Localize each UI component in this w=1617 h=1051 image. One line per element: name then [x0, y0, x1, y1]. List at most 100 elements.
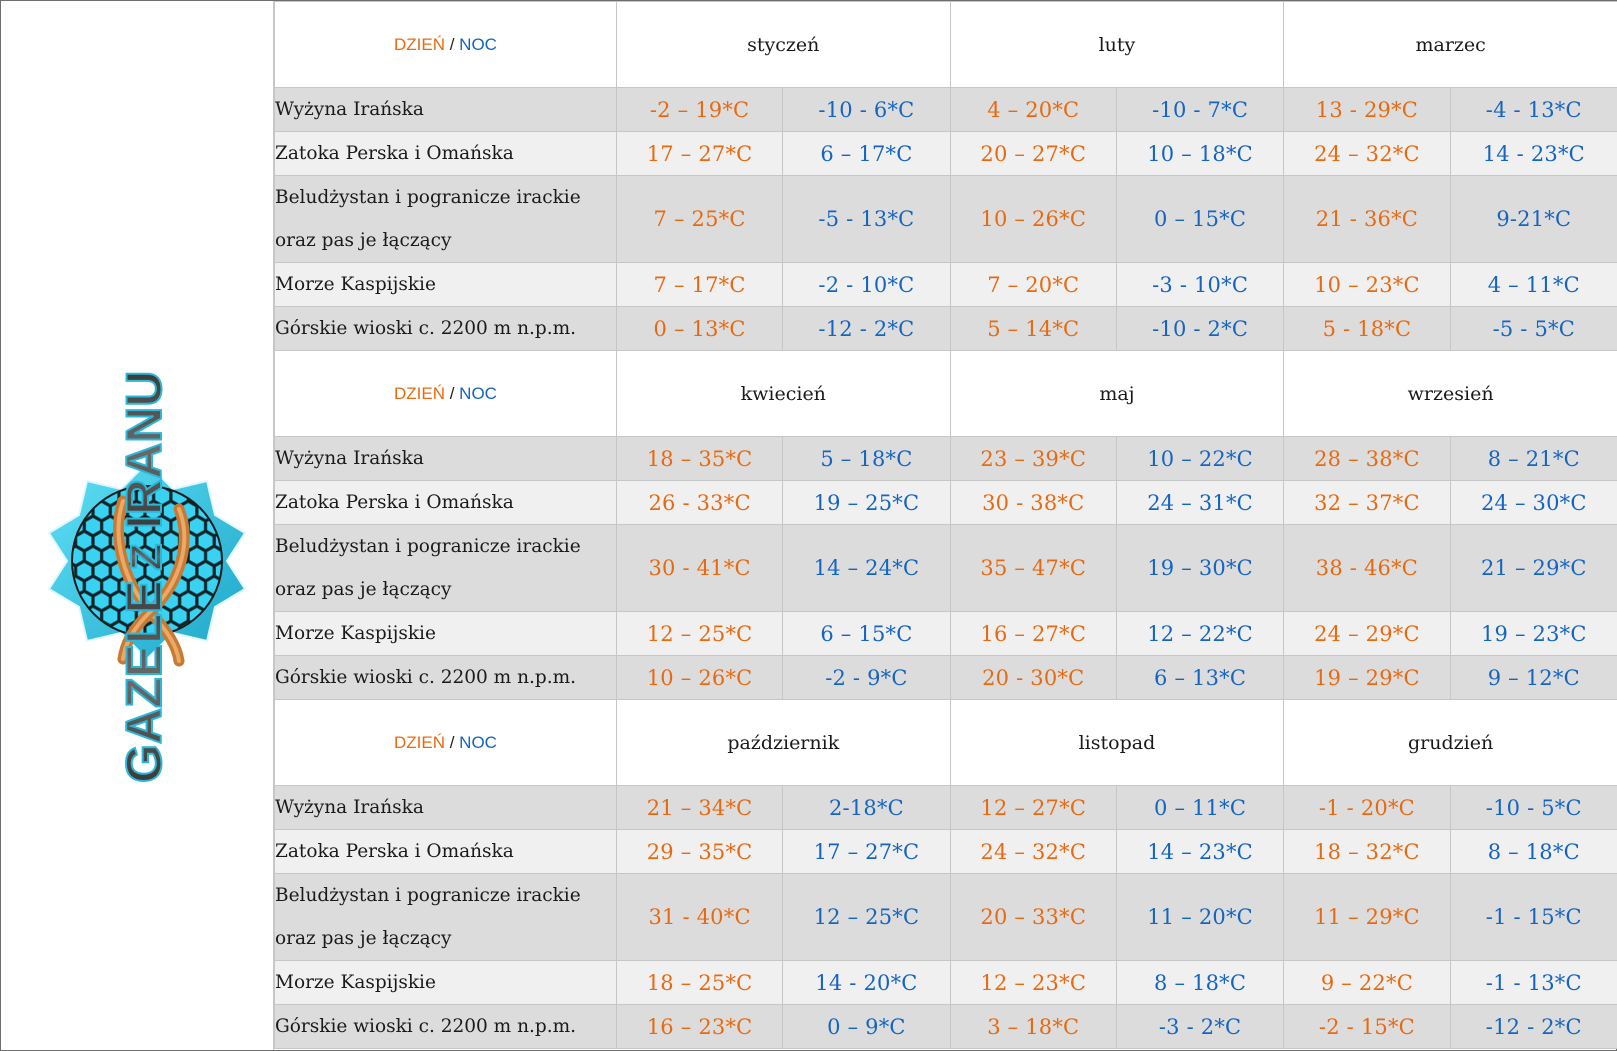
- table-row: Wyżyna Irańska -2 – 19*C -10 - 6*C 4 – 20*C…: [274, 87, 1617, 132]
- honeycomb-cell: [137, 487, 153, 505]
- honeycomb-cell: [145, 502, 162, 520]
- day-temperature: 5 – 14*C: [949, 306, 1117, 351]
- region-name: Beludżystan i pogranicze irackie oraz pa…: [274, 175, 617, 263]
- day-temperature: 23 – 39*C: [949, 436, 1117, 481]
- day-temperature: 16 – 27*C: [949, 611, 1117, 656]
- day-temperature: 20 – 33*C: [949, 873, 1117, 961]
- day-temperature: 10 – 23*C: [1283, 262, 1451, 307]
- day-temperature: 12 – 25*C: [615, 611, 784, 656]
- day-temperature: 24 – 32*C: [949, 829, 1117, 874]
- month-header: marzec: [1283, 1, 1617, 88]
- night-temperature: -10 - 2*C: [1115, 306, 1285, 351]
- honeycomb-cell: [51, 608, 66, 625]
- region-name: Wyżyna Irańska: [274, 87, 617, 132]
- day-temperature: -2 – 19*C: [615, 87, 784, 132]
- night-temperature: 10 – 22*C: [1115, 436, 1285, 481]
- legend-day: DZIEŃ: [393, 34, 445, 54]
- honeycomb-cell: [242, 608, 257, 625]
- night-temperature: 19 – 25*C: [782, 480, 951, 525]
- day-temperature: 24 – 32*C: [1283, 131, 1451, 176]
- honeycomb-cell: [206, 547, 221, 565]
- day-temperature: 19 – 29*C: [1283, 655, 1451, 700]
- table-row: Beludżystan i pogranicze irackie oraz pa…: [274, 175, 1617, 263]
- day-temperature: -2 - 15*C: [1283, 1004, 1451, 1049]
- honeycomb-cell: [73, 502, 75, 520]
- day-night-legend: DZIEŃ / NOC: [274, 1, 617, 88]
- day-temperature: 31 - 40*C: [615, 873, 784, 961]
- region-name: Beludżystan i pogranicze irackie oraz pa…: [274, 873, 617, 961]
- honeycomb-cell: [172, 458, 187, 475]
- legend-day: DZIEŃ: [393, 383, 445, 403]
- night-temperature: 10 – 18*C: [1115, 131, 1285, 176]
- night-temperature: 14 – 23*C: [1115, 829, 1285, 874]
- honeycomb-cell: [119, 607, 136, 625]
- honeycomb-cell: [215, 487, 221, 490]
- day-temperature: 21 - 36*C: [1283, 175, 1451, 263]
- night-temperature: 2-18*C: [782, 785, 951, 830]
- logo: GAZELE Z IRANU: [42, 370, 257, 784]
- climate-table: DZIEŃ / NOC styczeń luty marzec Wyżyna Irańs…: [274, 1, 1617, 1049]
- day-temperature: 7 – 17*C: [615, 262, 784, 307]
- day-temperature: 29 – 35*C: [615, 829, 784, 874]
- month-header-row: DZIEŃ / NOC październik listopad grudzień: [274, 699, 1617, 786]
- night-temperature: 19 – 23*C: [1449, 611, 1617, 656]
- honeycomb-cell: [242, 548, 257, 565]
- table-row: Wyżyna Irańska 18 – 35*C 5 – 18*C 23 – 39*C…: [274, 436, 1617, 481]
- region-name: Morze Kaspijskie: [274, 611, 617, 656]
- night-temperature: -4 - 13*C: [1449, 87, 1617, 132]
- honeycomb-cell: [73, 487, 84, 505]
- table-row: Morze Kaspijskie 18 – 25*C 14 - 20*C 12 – 2…: [274, 960, 1617, 1005]
- night-temperature: 6 – 17*C: [782, 131, 951, 176]
- month-header: maj: [949, 350, 1285, 437]
- day-temperature: 30 - 38*C: [949, 480, 1117, 525]
- night-temperature: 24 – 30*C: [1449, 480, 1617, 525]
- honeycomb-cell: [224, 488, 239, 505]
- region-name: Morze Kaspijskie: [274, 960, 617, 1005]
- day-temperature: 13 - 29*C: [1283, 87, 1451, 132]
- night-temperature: 6 – 13*C: [1115, 655, 1285, 700]
- table-row: Beludżystan i pogranicze irackie oraz pa…: [274, 873, 1617, 961]
- night-temperature: 8 – 18*C: [1449, 829, 1617, 874]
- honeycomb-cell: [102, 607, 118, 625]
- logo-word-gazele: GAZELE: [116, 580, 172, 783]
- region-name: Wyżyna Irańska: [274, 785, 617, 830]
- honeycomb-cell: [42, 473, 57, 490]
- region-name: Zatoka Perska i Omańska: [274, 480, 617, 525]
- honeycomb-cell: [51, 458, 66, 475]
- honeycomb-cell: [111, 592, 127, 610]
- honeycomb-cell: [137, 547, 153, 565]
- night-temperature: 8 – 21*C: [1449, 436, 1617, 481]
- night-temperature: 24 – 31*C: [1115, 480, 1285, 525]
- honeycomb-cell: [42, 503, 57, 520]
- logo-wordmark: GAZELE Z IRANU: [115, 370, 173, 784]
- honeycomb-cell: [154, 547, 170, 565]
- honeycomb-cell: [73, 622, 75, 635]
- night-temperature: -1 - 13*C: [1449, 960, 1617, 1005]
- night-temperature: -2 - 10*C: [782, 262, 951, 307]
- day-temperature: 28 – 38*C: [1283, 436, 1451, 481]
- honeycomb-cell: [171, 607, 188, 625]
- month-header: grudzień: [1283, 699, 1617, 786]
- month-header: luty: [949, 1, 1285, 88]
- day-temperature: 16 – 23*C: [615, 1004, 784, 1049]
- month-header-row: DZIEŃ / NOC styczeń luty marzec: [274, 1, 1617, 88]
- day-temperature: 0 – 13*C: [615, 306, 784, 351]
- honeycomb-cell: [224, 638, 239, 655]
- honeycomb-cell: [42, 563, 57, 580]
- night-temperature: 4 – 11*C: [1449, 262, 1617, 307]
- night-temperature: 0 – 15*C: [1115, 175, 1285, 263]
- day-temperature: 21 – 34*C: [615, 785, 784, 830]
- honeycomb-cell: [215, 562, 221, 580]
- night-temperature: 19 – 30*C: [1115, 524, 1285, 612]
- honeycomb-cell: [190, 458, 205, 475]
- night-temperature: 12 – 25*C: [782, 873, 951, 961]
- day-temperature: 24 – 29*C: [1283, 611, 1451, 656]
- honeycomb-cell: [242, 458, 257, 475]
- day-night-legend: DZIEŃ / NOC: [274, 699, 617, 786]
- day-temperature: 20 – 27*C: [949, 131, 1117, 176]
- honeycomb-cell: [242, 638, 257, 655]
- month-header-row: DZIEŃ / NOC kwiecień maj wrzesień: [274, 350, 1617, 437]
- night-temperature: -2 - 9*C: [782, 655, 951, 700]
- honeycomb-cell: [86, 458, 101, 475]
- night-temperature: 11 – 20*C: [1115, 873, 1285, 961]
